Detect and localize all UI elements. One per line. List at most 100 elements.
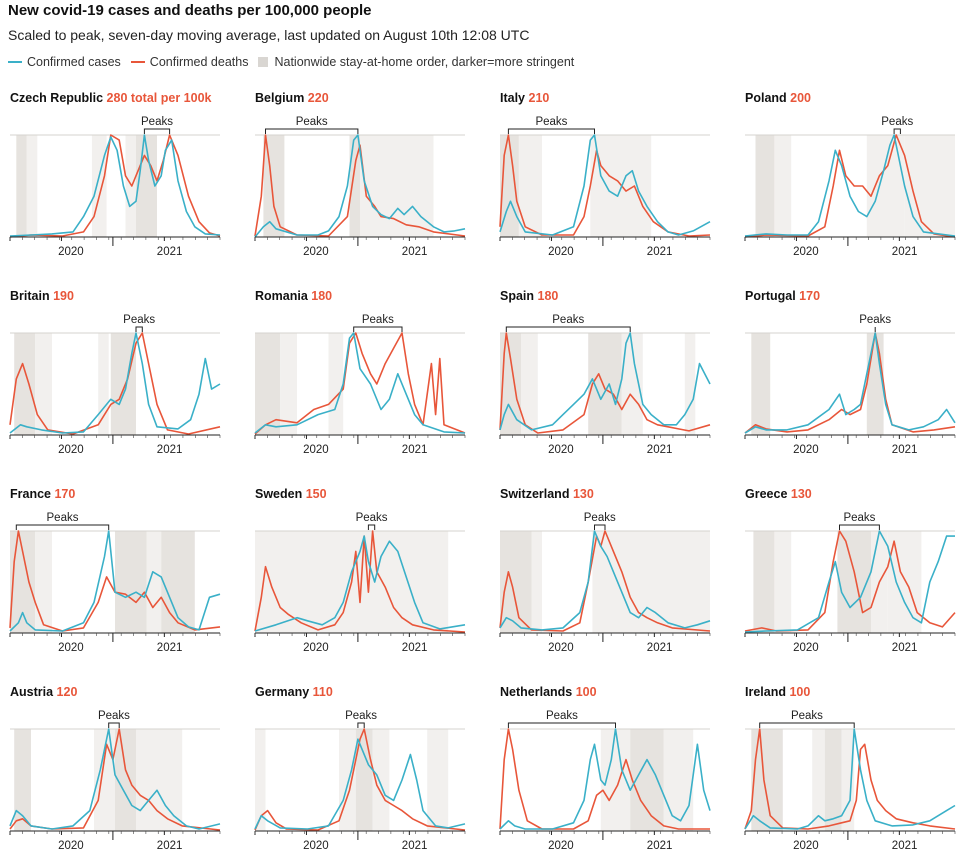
x-tick-label: 2020 bbox=[303, 642, 329, 654]
order-band bbox=[837, 531, 871, 633]
order-band bbox=[349, 135, 360, 237]
cases-line bbox=[254, 535, 466, 632]
panel-country: Austria bbox=[10, 685, 57, 699]
peaks-label: Peaks bbox=[98, 710, 130, 722]
panel-total: 190 bbox=[53, 289, 74, 303]
cases-line bbox=[744, 332, 956, 434]
x-tick-label: 2021 bbox=[402, 444, 428, 456]
peaks-bracket bbox=[839, 524, 880, 530]
deaths-swatch bbox=[130, 61, 145, 63]
panel-country: Sweden bbox=[255, 487, 306, 501]
peaks-label: Peaks bbox=[141, 116, 173, 128]
x-tick-label: 2021 bbox=[647, 642, 673, 654]
order-band bbox=[753, 531, 775, 633]
panel-title: Austria 120 bbox=[10, 685, 77, 699]
peaks-bracket bbox=[505, 326, 631, 332]
peaks-bracket bbox=[367, 524, 376, 530]
order-band bbox=[98, 333, 109, 435]
x-tick-label: 2021 bbox=[157, 444, 183, 456]
panel-title: Greece 130 bbox=[745, 487, 812, 501]
panel-title: Germany 110 bbox=[255, 685, 333, 699]
peaks-bracket bbox=[135, 326, 143, 332]
x-tick-label: 2020 bbox=[303, 246, 329, 258]
x-tick-label: 2020 bbox=[58, 642, 84, 654]
order-band bbox=[115, 531, 147, 633]
order-band bbox=[328, 333, 344, 435]
order-band bbox=[26, 135, 38, 237]
peaks-label: Peaks bbox=[345, 710, 377, 722]
x-tick-label: 2020 bbox=[548, 246, 574, 258]
x-tick-label: 2020 bbox=[548, 642, 574, 654]
peaks-label: Peaks bbox=[356, 512, 388, 524]
peaks-label: Peaks bbox=[843, 512, 875, 524]
order-band bbox=[755, 135, 775, 237]
x-tick-label: 2021 bbox=[892, 444, 918, 456]
panel-country: Britain bbox=[10, 289, 53, 303]
order-band bbox=[10, 531, 36, 633]
legend-cases: Confirmed cases bbox=[8, 55, 121, 69]
x-tick-label: 2020 bbox=[793, 840, 819, 852]
panel-total: 130 bbox=[791, 487, 812, 501]
panel-country: Romania bbox=[255, 289, 311, 303]
peaks-label: Peaks bbox=[859, 314, 891, 326]
panel-title: Poland 200 bbox=[745, 91, 811, 105]
panel-country: Italy bbox=[500, 91, 529, 105]
peaks-bracket bbox=[143, 128, 171, 134]
peaks-label: Peaks bbox=[535, 116, 567, 128]
panel-title: Netherlands 100 bbox=[500, 685, 597, 699]
deaths-line bbox=[499, 728, 710, 830]
order-band bbox=[521, 333, 538, 435]
order-band bbox=[255, 729, 266, 831]
panel-total: 180 bbox=[538, 289, 559, 303]
x-tick-label: 2021 bbox=[647, 840, 673, 852]
panel-total: 200 bbox=[790, 91, 811, 105]
peaks-label: Peaks bbox=[296, 116, 328, 128]
peaks-bracket bbox=[893, 128, 901, 134]
legend-orders-label: Nationwide stay-at-home order, darker=mo… bbox=[274, 55, 575, 69]
order-band bbox=[774, 531, 792, 633]
x-tick-label: 2020 bbox=[303, 840, 329, 852]
order-band bbox=[115, 729, 136, 831]
panel-country: Ireland bbox=[745, 685, 789, 699]
legend-orders: Nationwide stay-at-home order, darker=mo… bbox=[258, 55, 574, 69]
deaths-line bbox=[499, 332, 711, 434]
cases-line bbox=[499, 134, 711, 236]
chart-panel: Czech Republic 280 total per 100k 2020 202… bbox=[9, 91, 221, 258]
cases-line bbox=[9, 728, 221, 830]
panel-title: Switzerland 130 bbox=[500, 487, 594, 501]
order-band bbox=[372, 729, 390, 831]
panel-total: 170 bbox=[799, 289, 820, 303]
x-tick-label: 2021 bbox=[157, 840, 183, 852]
orders-swatch bbox=[258, 57, 269, 67]
order-band bbox=[812, 729, 825, 831]
chart-panel: Germany 110 2020 2021 Peaks bbox=[254, 685, 466, 852]
deaths-line bbox=[744, 332, 956, 434]
order-band bbox=[255, 333, 281, 435]
order-band bbox=[684, 333, 696, 435]
legend-deaths-label: Confirmed deaths bbox=[149, 55, 249, 69]
panel-country: Spain bbox=[500, 289, 538, 303]
chart-panel: Sweden 150 2020 2021 Peaks bbox=[254, 487, 466, 654]
x-tick-label: 2021 bbox=[647, 246, 673, 258]
panel-country: Czech Republic bbox=[10, 91, 107, 105]
order-band bbox=[592, 531, 710, 633]
x-tick-label: 2021 bbox=[402, 840, 428, 852]
peaks-bracket bbox=[108, 722, 120, 728]
peaks-label: Peaks bbox=[584, 512, 616, 524]
order-band bbox=[751, 729, 783, 831]
chart-title: New covid-19 cases and deaths per 100,00… bbox=[8, 2, 372, 19]
deaths-line bbox=[9, 134, 221, 238]
panel-country: Portugal bbox=[745, 289, 799, 303]
panel-country: Poland bbox=[745, 91, 790, 105]
cases-line bbox=[254, 738, 466, 830]
panel-country: Germany bbox=[255, 685, 313, 699]
x-tick-label: 2021 bbox=[157, 642, 183, 654]
deaths-line bbox=[254, 728, 466, 831]
peaks-bracket bbox=[353, 326, 403, 332]
order-band bbox=[427, 729, 449, 831]
x-tick-label: 2021 bbox=[402, 246, 428, 258]
panel-title: Italy 210 bbox=[500, 91, 549, 105]
panel-title: Czech Republic 280 total per 100k bbox=[10, 91, 212, 105]
cases-line bbox=[744, 728, 956, 830]
cases-line bbox=[9, 332, 221, 434]
